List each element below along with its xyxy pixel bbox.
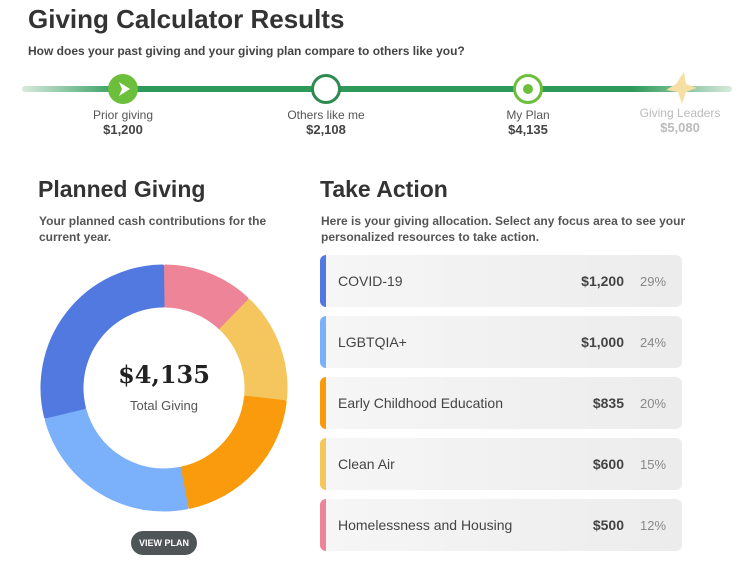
ring-icon [311,74,341,104]
focus-area-row[interactable]: Homelessness and Housing $500 12% [320,499,682,551]
color-bar [320,255,326,307]
node-prior-giving: Prior giving $1,200 [63,74,183,137]
donut-slice[interactable] [44,407,189,512]
focus-area-percent: 20% [639,395,667,411]
donut-slice[interactable] [179,395,287,509]
focus-area-row[interactable]: LGBTQIA+ $1,000 24% [320,316,682,368]
focus-area-percent: 15% [639,456,667,472]
focus-area-row[interactable]: Clean Air $600 15% [320,438,682,490]
planned-giving-title: Planned Giving [38,176,206,202]
focus-area-amount: $600 [592,456,624,472]
focus-area-row[interactable]: Early Childhood Education $835 20% [320,377,682,429]
focus-area-amount: $835 [592,395,624,411]
focus-area-name: Early Childhood Education [338,395,503,411]
color-bar [320,377,326,429]
comparison-track [22,86,732,92]
node-giving-leaders: Giving Leaders $5,080 [620,70,740,135]
color-bar [320,438,326,490]
focus-area-percent: 12% [639,517,667,533]
donut-slice[interactable] [40,264,165,419]
take-action-description: Here is your giving allocation. Select a… [321,214,686,244]
focus-area-amount: $1,000 [581,334,624,350]
play-icon [108,74,138,104]
focus-area-amount: $1,200 [581,273,624,289]
focus-area-percent: 24% [639,334,667,350]
page-title: Giving Calculator Results [28,4,345,34]
focus-area-percent: 29% [639,273,667,289]
view-plan-button[interactable]: VIEW PLAN [131,531,197,555]
total-giving-label: Total Giving [130,398,198,413]
target-icon [513,74,543,104]
focus-area-name: Clean Air [338,456,395,472]
donut-slice[interactable] [163,264,249,330]
focus-area-name: LGBTQIA+ [338,334,407,350]
focus-area-name: COVID-19 [338,273,403,289]
donut-chart [40,264,288,512]
node-my-plan: My Plan $4,135 [468,74,588,137]
color-bar [320,316,326,368]
star-icon [662,70,698,106]
total-giving-amount: $4,135 [118,360,210,389]
focus-area-row[interactable]: COVID-19 $1,200 29% [320,255,682,307]
focus-area-amount: $500 [592,517,624,533]
page-subtitle: How does your past giving and your givin… [28,44,465,58]
focus-area-name: Homelessness and Housing [338,517,513,533]
planned-giving-description: Your planned cash contributions for the … [39,214,267,244]
take-action-title: Take Action [320,176,448,202]
node-others-like-me: Others like me $2,108 [266,74,386,137]
color-bar [320,499,326,551]
donut-slice[interactable] [219,299,288,401]
